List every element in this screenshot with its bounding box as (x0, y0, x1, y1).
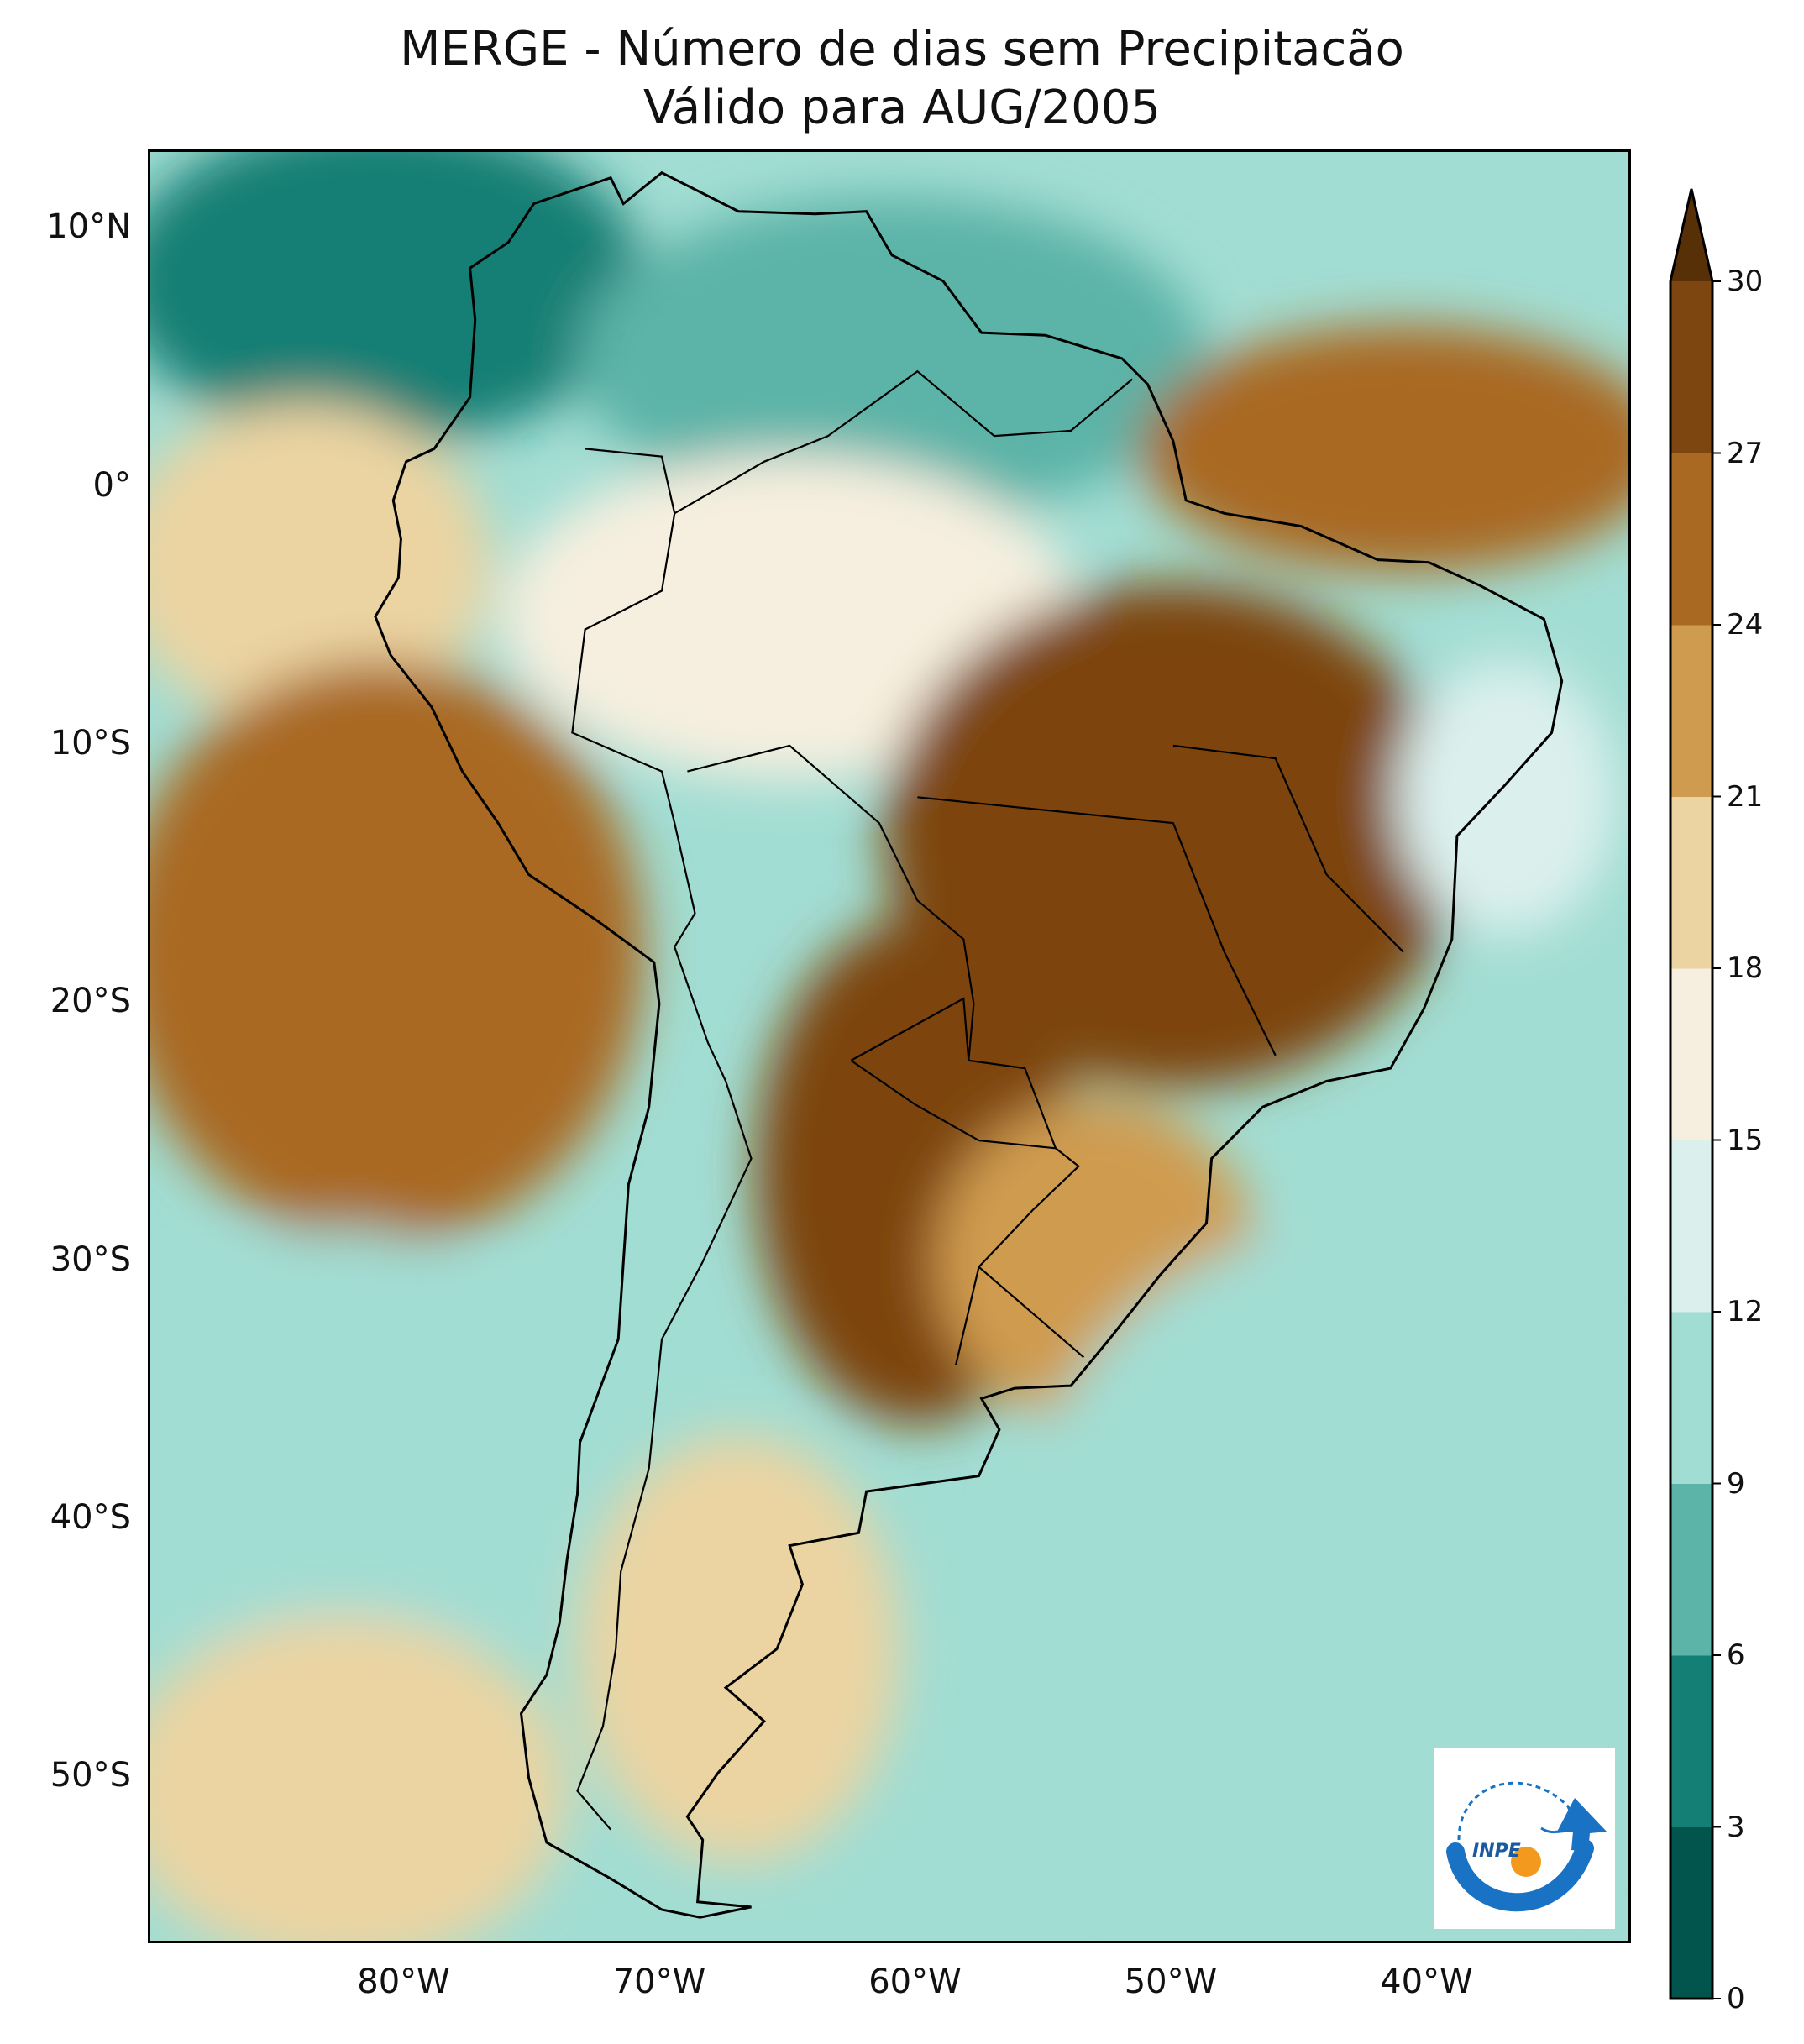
colorbar-segment-4 (1670, 1140, 1712, 1313)
lat-tick-label: 30°S (50, 1240, 131, 1279)
field-region-7 (150, 660, 644, 1244)
lat-tick-label: 0° (92, 465, 131, 505)
lat-tick-label: 10°S (50, 723, 131, 763)
svg-text:INPE: INPE (1472, 1841, 1521, 1862)
colorbar-tick-label: 21 (1727, 779, 1764, 814)
colorbar-tick-label: 30 (1727, 265, 1764, 298)
colorbar-tick-label: 0 (1727, 1982, 1745, 2015)
lat-tick-label: 10°N (46, 207, 131, 247)
field-region-1 (577, 196, 1207, 521)
colorbar-tick-label: 3 (1727, 1810, 1745, 1844)
lat-tick-label: 50°S (50, 1756, 131, 1795)
colorbar-segment-3 (1670, 1312, 1712, 1484)
border-line-2 (687, 744, 1085, 1359)
lon-tick-label: 40°W (1380, 1963, 1473, 2001)
field-region-9 (1395, 660, 1617, 935)
border-line-5 (955, 1266, 980, 1365)
colorbar (1669, 188, 1721, 2000)
colorbar-segment-8 (1670, 453, 1712, 626)
colorbar-tick-label: 12 (1727, 1295, 1764, 1329)
logo-dot (1511, 1847, 1541, 1877)
colorbar-tick-label: 6 (1727, 1638, 1745, 1672)
border-line-1 (674, 369, 1133, 515)
map-plot-area (148, 149, 1631, 1943)
colorbar-segment-9 (1670, 281, 1712, 453)
coastlines-and-borders (374, 170, 1564, 1919)
field-region-12 (577, 1434, 900, 1863)
field-region-11 (150, 1228, 568, 1683)
field-region-5 (884, 583, 1463, 1089)
inpe-logo: INPE (1434, 1748, 1615, 1929)
colorbar-segment-2 (1670, 1483, 1712, 1656)
colorbar-tick-label: 24 (1727, 608, 1764, 642)
lon-tick-label: 80°W (357, 1963, 450, 2001)
border-line-6 (1172, 744, 1404, 953)
map-subtitle: Válido para AUG/2005 (642, 81, 1162, 135)
colorbar-segment-5 (1670, 968, 1712, 1140)
field-region-4 (150, 402, 491, 728)
map-title: MERGE - Número de dias sem Precipitacão (400, 22, 1404, 76)
lon-tick-label: 70°W (612, 1963, 706, 2001)
border-line-4 (850, 1059, 1057, 1150)
colorbar-segment-6 (1670, 796, 1712, 969)
colorbar-segment-7 (1670, 625, 1712, 797)
colorbar-extend-arrow (1670, 189, 1712, 281)
colorbar-segment-1 (1670, 1655, 1712, 1827)
lon-tick-label: 60°W (868, 1963, 962, 2001)
border-line-7 (917, 796, 1277, 1056)
precipitation-map (150, 152, 1628, 1941)
colorbar-tick-label: 18 (1727, 951, 1764, 985)
colorbar-tick-label: 15 (1727, 1123, 1764, 1157)
coastline (374, 170, 1564, 1919)
lat-tick-label: 20°S (50, 982, 131, 1021)
field-region-13 (150, 1615, 568, 1941)
colorbar-tick-label: 27 (1727, 436, 1764, 470)
lon-tick-label: 50°W (1124, 1963, 1218, 2001)
border-line-3 (850, 997, 970, 1061)
colorbar-tick-label: 9 (1727, 1466, 1745, 1501)
field-region-3 (1140, 324, 1628, 573)
colorbar-outline (1669, 188, 1714, 2000)
lat-tick-label: 40°S (50, 1497, 131, 1537)
colorbar-segment-0 (1670, 1826, 1712, 1999)
border-line-0 (571, 448, 753, 1831)
